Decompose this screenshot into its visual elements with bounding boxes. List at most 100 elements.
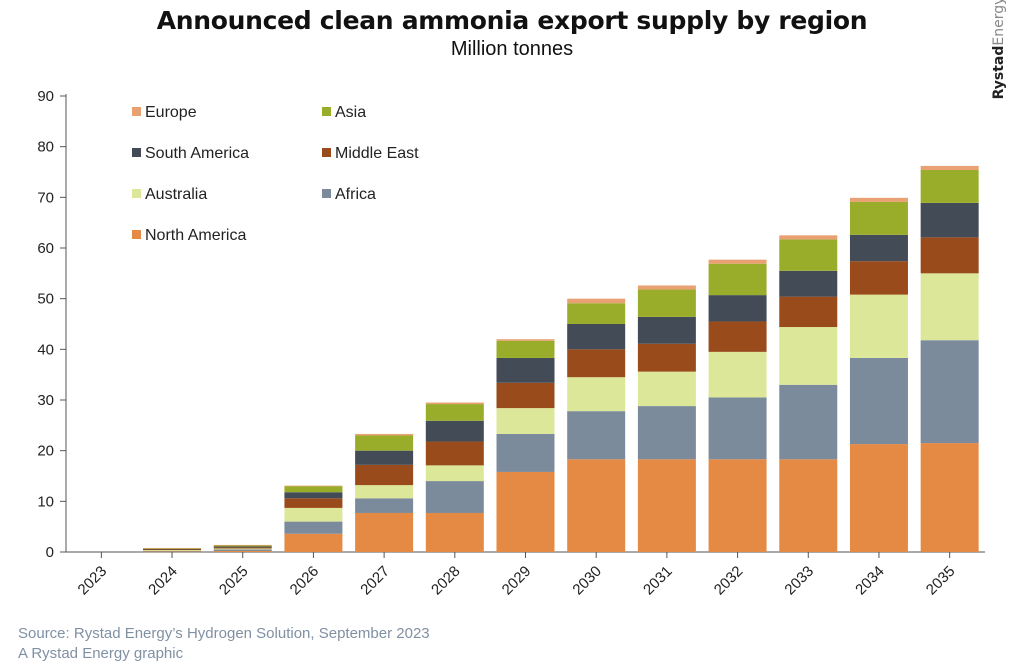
y-tick-label: 10: [37, 493, 54, 510]
bar-segment: [637, 343, 696, 372]
bar-segment: [708, 263, 767, 296]
bar-segment: [637, 285, 696, 290]
legend-swatch: [132, 148, 141, 157]
bar-segment: [213, 547, 272, 549]
bar-segment: [213, 550, 272, 552]
bar-segment: [496, 433, 555, 472]
x-tick-label: 2033: [781, 563, 817, 599]
bar-segment: [708, 397, 767, 460]
bar-segment: [425, 481, 484, 513]
bar-segment: [425, 465, 484, 482]
bar-segment: [496, 382, 555, 409]
credit-line: A Rystad Energy graphic: [18, 645, 184, 662]
x-tick-label: 2023: [75, 563, 111, 599]
bar-segment: [425, 512, 484, 552]
bar-segment: [284, 492, 343, 499]
bar-segment: [567, 303, 626, 324]
bar-segment: [284, 485, 343, 487]
bar-segment: [637, 289, 696, 317]
x-tick-label: 2029: [499, 563, 535, 599]
x-tick-label: 2026: [287, 563, 323, 599]
y-tick-label: 80: [37, 139, 54, 156]
x-tick-label: 2032: [711, 563, 747, 599]
bar-segment: [779, 270, 838, 297]
bar-segment: [143, 548, 202, 550]
y-tick-label: 40: [37, 341, 54, 358]
y-tick-label: 70: [37, 189, 54, 206]
bar-segment: [637, 459, 696, 552]
bar-segment: [284, 498, 343, 508]
legend-label: Asia: [335, 104, 366, 121]
bar-segment: [143, 549, 202, 551]
bar-segment: [355, 450, 414, 465]
bar-segment: [425, 441, 484, 466]
bar-segment: [920, 273, 979, 341]
x-tick-label: 2028: [428, 563, 464, 599]
bar-segment: [496, 340, 555, 358]
legend-label: Australia: [145, 186, 207, 203]
bar-segment: [496, 357, 555, 383]
bar-segment: [779, 235, 838, 240]
source-line: Source: Rystad Energy’s Hydrogen Solutio…: [18, 625, 430, 642]
bar-segment: [920, 237, 979, 274]
bar-segment: [355, 498, 414, 513]
y-tick-label: 50: [37, 291, 54, 308]
bar-segment: [355, 512, 414, 552]
legend-swatch: [132, 230, 141, 239]
bar-segment: [284, 521, 343, 534]
bar-segment: [920, 165, 979, 170]
bar-segment: [637, 316, 696, 344]
bar-segment: [213, 545, 272, 547]
bar-segment: [143, 550, 202, 552]
bar-segment: [779, 384, 838, 460]
legend-swatch: [322, 107, 331, 116]
bar-segment: [567, 377, 626, 412]
bar-segment: [355, 485, 414, 499]
bar-segment: [849, 261, 908, 295]
bar-segment: [920, 169, 979, 203]
chart-title: Announced clean ammonia export supply by…: [156, 6, 868, 35]
legend-label: South America: [145, 145, 249, 162]
bar-segment: [213, 546, 272, 548]
bar-segment: [567, 324, 626, 350]
bar-segment: [708, 459, 767, 552]
legend-swatch: [132, 107, 141, 116]
bar-segment: [849, 234, 908, 262]
bar-segment: [849, 197, 908, 202]
y-tick-label: 60: [37, 240, 54, 257]
y-tick-label: 30: [37, 392, 54, 409]
x-tick-label: 2035: [923, 563, 959, 599]
bar-segment: [143, 549, 202, 551]
bar-segment: [849, 444, 908, 552]
legend-label: Africa: [335, 186, 376, 203]
bar-segment: [779, 327, 838, 385]
bar-segment: [355, 433, 414, 436]
bar-segment: [425, 404, 484, 421]
legend-swatch: [322, 189, 331, 198]
x-tick-label: 2025: [216, 563, 252, 599]
bar-segment: [143, 547, 202, 549]
bar-segment: [920, 202, 979, 238]
bar-segment: [779, 459, 838, 552]
bar-segment: [920, 443, 979, 552]
bar-segment: [849, 201, 908, 235]
bar-segment: [849, 294, 908, 358]
bar-segment: [849, 357, 908, 445]
bar-segment: [143, 551, 202, 553]
bar-segment: [637, 371, 696, 407]
bar-segment: [708, 351, 767, 398]
bar-segment: [496, 339, 555, 341]
bar-segment: [779, 239, 838, 271]
legend-swatch: [132, 189, 141, 198]
bar-segment: [567, 459, 626, 552]
bar-segment: [567, 411, 626, 460]
bar-segment: [496, 408, 555, 434]
bar-segment: [496, 471, 555, 552]
legend-label: Europe: [145, 104, 197, 121]
legend-swatch: [322, 148, 331, 157]
source-note: Source: Rystad Energy’s Hydrogen Solutio…: [18, 624, 430, 664]
bar-segment: [284, 533, 343, 552]
y-tick-label: 0: [46, 544, 54, 561]
bar-segment: [355, 464, 414, 486]
